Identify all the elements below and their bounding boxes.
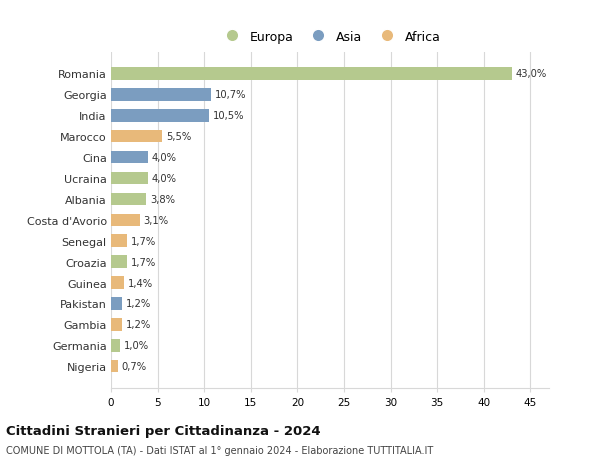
- Text: 0,7%: 0,7%: [121, 361, 146, 371]
- Bar: [111, 172, 148, 185]
- Legend: Europa, Asia, Africa: Europa, Asia, Africa: [215, 26, 445, 49]
- Text: 1,0%: 1,0%: [124, 341, 149, 351]
- Bar: [111, 319, 122, 331]
- Bar: [111, 214, 140, 227]
- Text: Cittadini Stranieri per Cittadinanza - 2024: Cittadini Stranieri per Cittadinanza - 2…: [6, 425, 320, 437]
- Text: 3,8%: 3,8%: [150, 195, 175, 204]
- Text: 5,5%: 5,5%: [166, 132, 191, 142]
- Text: 43,0%: 43,0%: [515, 69, 547, 79]
- Text: 3,1%: 3,1%: [143, 215, 169, 225]
- Bar: [111, 277, 124, 289]
- Bar: [111, 193, 146, 206]
- Text: 1,7%: 1,7%: [131, 257, 156, 267]
- Bar: [111, 110, 209, 122]
- Text: 10,7%: 10,7%: [214, 90, 246, 100]
- Bar: [111, 339, 121, 352]
- Text: 1,2%: 1,2%: [126, 319, 151, 330]
- Bar: [111, 151, 148, 164]
- Bar: [111, 360, 118, 373]
- Text: 1,2%: 1,2%: [126, 299, 151, 309]
- Text: COMUNE DI MOTTOLA (TA) - Dati ISTAT al 1° gennaio 2024 - Elaborazione TUTTITALIA: COMUNE DI MOTTOLA (TA) - Dati ISTAT al 1…: [6, 445, 433, 455]
- Bar: [111, 235, 127, 247]
- Bar: [111, 68, 512, 80]
- Text: 1,7%: 1,7%: [131, 236, 156, 246]
- Text: 10,5%: 10,5%: [212, 111, 244, 121]
- Bar: [111, 89, 211, 101]
- Text: 4,0%: 4,0%: [152, 153, 177, 163]
- Text: 4,0%: 4,0%: [152, 174, 177, 184]
- Bar: [111, 256, 127, 269]
- Bar: [111, 297, 122, 310]
- Text: 1,4%: 1,4%: [128, 278, 153, 288]
- Bar: [111, 131, 162, 143]
